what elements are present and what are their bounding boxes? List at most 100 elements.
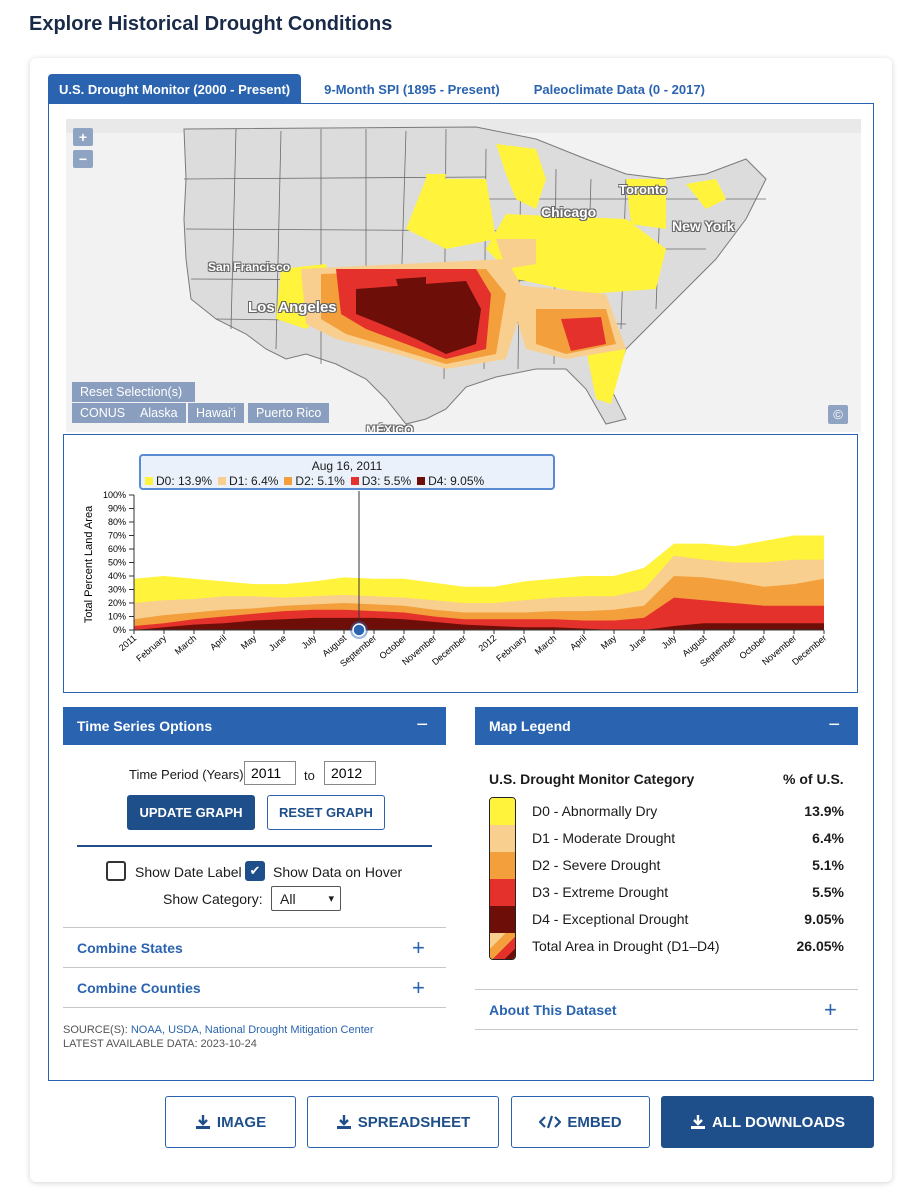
category-select-value: All [280, 890, 296, 907]
options-divider [77, 845, 432, 847]
y-tick-label: 10% [108, 612, 126, 622]
from-year-input[interactable] [244, 761, 296, 785]
y-tick-label: 60% [108, 544, 126, 554]
dataset-tabs: U.S. Drought Monitor (2000 - Present) 9-… [48, 74, 716, 104]
about-dataset-toggle[interactable]: About This Dataset [489, 1002, 617, 1018]
legend-value-total: 26.05% [796, 938, 844, 954]
combine-counties-toggle[interactable]: Combine Counties [77, 980, 201, 996]
chart-svg: Total Percent Land Area 0% 10% 20% 30% 40% 50%… [83, 490, 828, 669]
tab-drought-monitor[interactable]: U.S. Drought Monitor (2000 - Present) [48, 74, 302, 104]
legend-swatch-d2 [490, 852, 515, 879]
x-tick-label: April [568, 633, 588, 652]
source-links[interactable]: NOAA, USDA, National Drought Mitigation … [130, 1024, 374, 1036]
city-label-new-york: New York [672, 218, 735, 234]
show-date-label-checkbox[interactable] [106, 861, 126, 881]
legend-swatch-d4 [490, 906, 515, 933]
zoom-in-button[interactable]: + [73, 128, 93, 146]
reset-selection-button[interactable]: Reset Selection(s) [72, 382, 195, 402]
divider [475, 989, 858, 990]
time-series-options-title: Time Series Options [77, 718, 213, 734]
expand-states-icon[interactable]: + [412, 935, 425, 960]
download-icon [690, 1115, 705, 1129]
y-tick-label: 50% [108, 558, 126, 568]
city-label-chicago: Chicago [541, 204, 597, 220]
tooltip-item-d3: D3: 5.5% [350, 474, 412, 488]
tooltip-date: Aug 16, 2011 [311, 459, 383, 473]
category-select[interactable]: All ▾ [271, 886, 341, 911]
legend-label-d2: D2 - Severe Drought [532, 857, 661, 873]
tooltip-label-d3: D3: 5.5% [361, 474, 412, 488]
tooltip-item-d2: D2: 5.1% [284, 474, 345, 488]
legend-value-d4: 9.05% [804, 911, 844, 927]
chevron-down-icon: ▾ [328, 893, 334, 905]
x-tick-label: March [533, 633, 559, 657]
expand-counties-icon[interactable]: + [412, 975, 425, 1000]
download-spreadsheet-button[interactable]: SPREADSHEET [307, 1096, 499, 1148]
x-tick-label: 2011 [117, 633, 138, 653]
download-image-label: IMAGE [216, 1113, 267, 1131]
region-alaska-button[interactable]: Alaska [132, 403, 186, 423]
tab-spi[interactable]: 9-Month SPI (1895 - Present) [324, 81, 500, 97]
to-year-input[interactable] [324, 761, 376, 785]
download-icon [336, 1115, 351, 1129]
show-data-on-hover-text: Show Data on Hover [273, 864, 403, 880]
tooltip-label-d4: D4: 9.05% [428, 474, 485, 488]
embed-button[interactable]: EMBED [511, 1096, 650, 1148]
tab-paleoclimate[interactable]: Paleoclimate Data (0 - 2017) [533, 81, 705, 97]
y-tick-label: 30% [108, 585, 126, 595]
swatch-d4 [417, 477, 426, 485]
tab-panel [48, 103, 874, 1081]
all-downloads-label: ALL DOWNLOADS [711, 1113, 846, 1131]
source-note: SOURCE(S): NOAA, USDA, National Drought … [63, 1023, 374, 1051]
y-tick-label: 40% [108, 571, 126, 581]
page-title: Explore Historical Drought Conditions [29, 13, 393, 35]
city-label-san-francisco: San Francisco [208, 260, 291, 274]
y-tick-label: 100% [103, 490, 126, 500]
x-tick-label: April [208, 633, 228, 652]
show-data-on-hover-checkbox[interactable]: ✔ [245, 861, 265, 881]
y-axis-label: Total Percent Land Area [83, 505, 95, 623]
legend-value-d0: 13.9% [804, 803, 844, 819]
legend-color-bar [489, 797, 516, 960]
legend-label-d0: D0 - Abnormally Dry [532, 803, 658, 819]
tooltip-label-d1: D1: 6.4% [229, 474, 279, 488]
time-series-options-header[interactable]: Time Series Options − [63, 707, 446, 745]
y-tick-label: 0% [113, 625, 126, 635]
city-label-mexico: MÉXICO [366, 423, 414, 432]
map-legend-header[interactable]: Map Legend − [475, 707, 858, 745]
legend-swatch-d0 [490, 798, 515, 825]
update-graph-button[interactable]: UPDATE GRAPH [127, 795, 255, 830]
legend-swatch-d3 [490, 879, 515, 906]
legend-label-d1: D1 - Moderate Drought [532, 830, 676, 846]
y-tick-label: 20% [108, 598, 126, 608]
drought-time-series-chart[interactable]: Total Percent Land Area 0% 10% 20% 30% 40% 50%… [63, 434, 858, 693]
swatch-d2 [284, 477, 293, 485]
zoom-out-button[interactable]: − [73, 150, 93, 168]
collapse-icon[interactable]: − [416, 714, 428, 736]
drought-map[interactable]: Toronto Chicago New York San Francisco L… [66, 119, 861, 432]
latest-data-date: LATEST AVAILABLE DATA: 2023-10-24 [63, 1038, 257, 1050]
expand-about-icon[interactable]: + [824, 997, 837, 1022]
hover-tooltip: Aug 16, 2011 D0: 13.9% D1: 6.4% D2: 5.1%… [139, 454, 555, 490]
show-category-label: Show Category: [163, 891, 263, 907]
city-label-los-angeles: Los Angeles [248, 299, 337, 316]
reset-graph-button[interactable]: RESET GRAPH [267, 795, 385, 830]
legend-pct-heading: % of U.S. [783, 771, 844, 787]
collapse-icon[interactable]: − [828, 714, 840, 736]
region-puerto-rico-button[interactable]: Puerto Rico [248, 403, 330, 423]
region-conus-button[interactable]: CONUS [72, 403, 134, 423]
x-tick-label: July [660, 633, 679, 651]
tooltip-item-d0: D0: 13.9% [145, 474, 212, 488]
download-image-button[interactable]: IMAGE [165, 1096, 296, 1148]
copyright-icon[interactable]: © [828, 405, 848, 424]
y-tick-label: 70% [108, 531, 126, 541]
all-downloads-button[interactable]: ALL DOWNLOADS [661, 1096, 874, 1148]
combine-states-toggle[interactable]: Combine States [77, 940, 183, 956]
legend-label-d3: D3 - Extreme Drought [532, 884, 669, 900]
region-hawaii-button[interactable]: Hawai'i [188, 403, 244, 423]
legend-value-d2: 5.1% [812, 857, 844, 873]
legend-swatch-d1 [490, 825, 515, 852]
legend-label-total: Total Area in Drought (D1–D4) [532, 938, 720, 954]
x-tick-label: June [627, 633, 648, 653]
embed-label: EMBED [567, 1113, 622, 1131]
